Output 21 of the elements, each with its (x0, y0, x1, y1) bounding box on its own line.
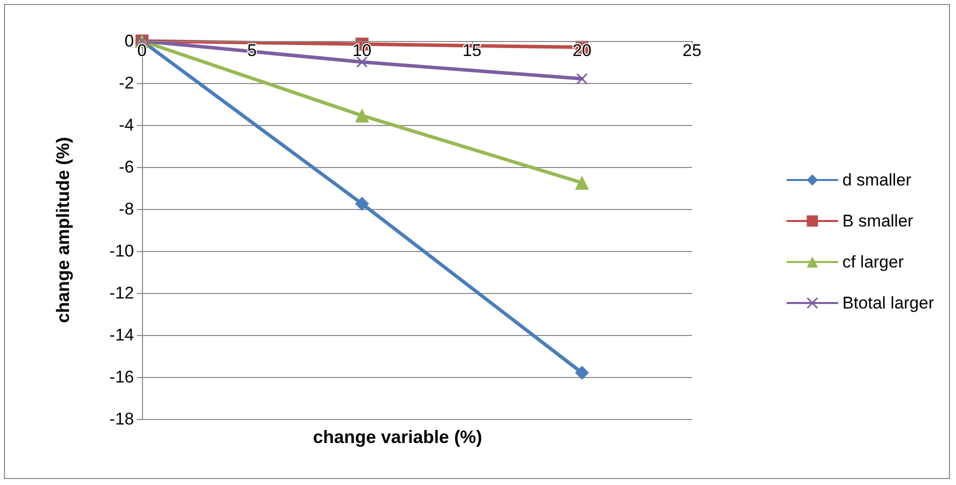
y-tick-label: -8 (118, 200, 134, 218)
y-tick-label: -12 (109, 284, 134, 302)
y-tick-label: -18 (109, 410, 134, 428)
point (575, 366, 589, 380)
x-tick-label: 25 (682, 41, 702, 60)
y-tick-label: -2 (118, 74, 134, 92)
point (575, 176, 589, 190)
point (355, 108, 369, 123)
y-tick-label: -4 (118, 116, 134, 134)
point (576, 73, 588, 84)
x-axis-title: change variable (%) (313, 427, 482, 447)
y-axis-title: change amplitude (%) (53, 136, 73, 324)
point (355, 196, 369, 211)
y-tick-label: -14 (109, 326, 134, 344)
y-tick-label: -16 (109, 368, 134, 386)
legend-label: d smaller (842, 170, 912, 190)
legend-label: B smaller (842, 212, 914, 230)
legend-label: Btotal larger (842, 294, 934, 312)
y-tick-label: -10 (109, 242, 134, 260)
y-tick-label: -6 (118, 158, 134, 176)
legend-label: cf larger (842, 252, 904, 272)
